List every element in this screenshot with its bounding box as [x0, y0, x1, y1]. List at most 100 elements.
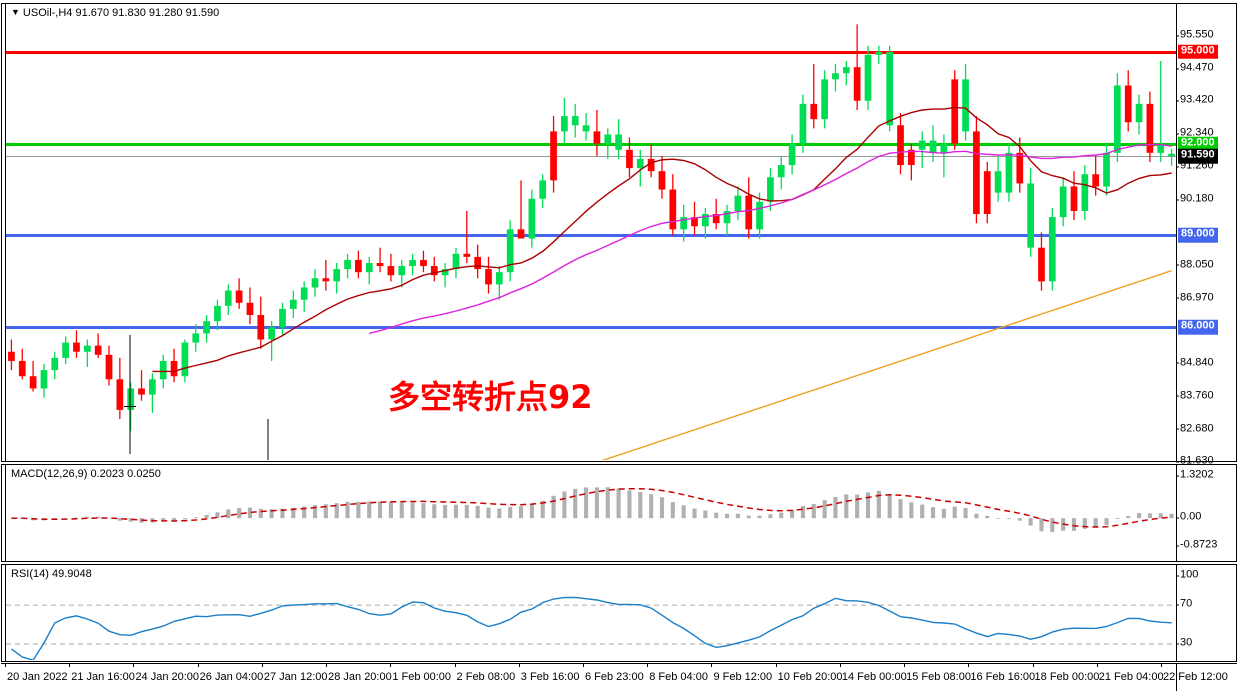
candle-body[interactable]: [355, 259, 362, 273]
candle-body[interactable]: [51, 357, 59, 371]
candle-body[interactable]: [767, 177, 774, 202]
candle-body[interactable]: [495, 272, 503, 285]
candle-body[interactable]: [235, 290, 243, 303]
candle-body[interactable]: [485, 269, 492, 285]
candle-body[interactable]: [409, 259, 416, 267]
candle-body[interactable]: [430, 266, 438, 276]
price-level-badge-86.000[interactable]: 86.000: [1178, 319, 1218, 335]
candle-body[interactable]: [376, 262, 384, 267]
candle-body[interactable]: [712, 214, 720, 224]
candle-body[interactable]: [962, 79, 969, 132]
candle-body[interactable]: [929, 140, 937, 153]
candle-body[interactable]: [441, 269, 449, 276]
level-line-support-86[interactable]: [6, 326, 1177, 330]
candle-body[interactable]: [224, 290, 232, 306]
candle-body[interactable]: [94, 345, 102, 355]
candle-body[interactable]: [18, 360, 26, 377]
level-line-current-price-91.590[interactable]: [6, 156, 1177, 158]
candle-body[interactable]: [138, 388, 145, 395]
candle-body[interactable]: [105, 354, 113, 380]
candle-body[interactable]: [593, 131, 601, 144]
candle-body[interactable]: [452, 253, 460, 270]
candle-body[interactable]: [983, 171, 991, 215]
candle-body[interactable]: [8, 351, 15, 361]
candle-body[interactable]: [170, 360, 178, 377]
candle-body[interactable]: [40, 370, 48, 389]
triangle-down-icon[interactable]: ▼: [11, 7, 20, 17]
candle-body[interactable]: [832, 73, 839, 80]
level-line-pivot-92[interactable]: [6, 142, 1177, 146]
candle-body[interactable]: [398, 266, 406, 276]
candle-body[interactable]: [83, 345, 91, 352]
candle-body[interactable]: [1146, 103, 1154, 153]
candle-body[interactable]: [1059, 186, 1067, 218]
candle-body[interactable]: [149, 379, 156, 395]
candle-body[interactable]: [842, 67, 850, 74]
candle-body[interactable]: [875, 51, 883, 55]
candle-body[interactable]: [528, 198, 536, 239]
candle-body[interactable]: [344, 259, 351, 270]
candle-body[interactable]: [333, 269, 341, 282]
candle-body[interactable]: [1157, 143, 1165, 153]
candle-body[interactable]: [940, 143, 948, 153]
candle-body[interactable]: [658, 171, 666, 190]
candle-body[interactable]: [1005, 152, 1013, 193]
candle-body[interactable]: [647, 158, 655, 172]
candle-body[interactable]: [322, 278, 330, 282]
candle-body[interactable]: [788, 143, 796, 166]
rsi-plot-area[interactable]: [6, 566, 1177, 660]
candle-body[interactable]: [571, 116, 579, 126]
time-axis[interactable]: 20 Jan 2022 21 Jan 16:00 24 Jan 20:00 26 Ja…: [1, 663, 1237, 691]
candle-body[interactable]: [994, 171, 1002, 193]
candle-body[interactable]: [615, 134, 622, 150]
candle-body[interactable]: [756, 201, 763, 230]
candle-body[interactable]: [626, 149, 633, 169]
macd-plot-area[interactable]: [6, 466, 1177, 560]
candle-body[interactable]: [279, 308, 286, 328]
candle-body[interactable]: [582, 125, 590, 132]
candle-body[interactable]: [246, 302, 254, 316]
candle-body[interactable]: [1048, 217, 1056, 282]
candle-body[interactable]: [1092, 174, 1100, 187]
macd-indicator-panel[interactable]: MACD(12,26,9) 0.2023 0.0250 1.3202 0.00 -0…: [1, 464, 1237, 562]
candle-body[interactable]: [1114, 85, 1121, 153]
candle-body[interactable]: [289, 299, 297, 309]
candle-body[interactable]: [723, 210, 731, 224]
candle-body[interactable]: [62, 342, 69, 358]
candle-body[interactable]: [550, 131, 557, 181]
rsi-axis-scale[interactable]: 100 70 30: [1175, 565, 1236, 661]
candle-body[interactable]: [745, 195, 753, 230]
candle-body[interactable]: [701, 214, 709, 227]
candle-body[interactable]: [1168, 153, 1175, 157]
price-level-badge-89.000[interactable]: 89.000: [1178, 228, 1218, 243]
candle-body[interactable]: [300, 287, 308, 300]
candle-body[interactable]: [886, 51, 894, 126]
candle-body[interactable]: [73, 342, 80, 352]
candle-body[interactable]: [1027, 183, 1034, 248]
candle-body[interactable]: [420, 259, 427, 267]
candle-body[interactable]: [257, 315, 265, 340]
rsi-indicator-panel[interactable]: RSI(14) 49.9048 100 70 30: [1, 564, 1237, 662]
candle-body[interactable]: [29, 376, 37, 389]
candle-body[interactable]: [1038, 247, 1045, 282]
candle-body[interactable]: [311, 278, 319, 288]
candle-body[interactable]: [691, 217, 698, 227]
candle-body[interactable]: [669, 189, 677, 230]
candle-body[interactable]: [539, 180, 547, 199]
candle-body[interactable]: [951, 79, 959, 144]
candle-body[interactable]: [777, 165, 785, 178]
candle-body[interactable]: [1135, 103, 1143, 123]
candle-body[interactable]: [973, 131, 980, 215]
level-line-resistance-95[interactable]: [6, 50, 1177, 54]
price-chart-panel[interactable]: ▼ USOil-,H4 91.670 91.830 91.280 91.590 9…: [1, 3, 1237, 466]
price-axis-scale[interactable]: 95.550 94.470 93.420 92.340 91.260 90.180 88.0…: [1176, 4, 1236, 466]
price-level-badge-91.590[interactable]: 91.590: [1178, 148, 1218, 164]
candle-body[interactable]: [918, 140, 926, 150]
candle-body[interactable]: [604, 134, 612, 144]
price-level-badge-95.000[interactable]: 95.000: [1178, 44, 1218, 60]
candle-body[interactable]: [821, 79, 828, 120]
candle-body[interactable]: [474, 256, 482, 270]
candle-body[interactable]: [517, 229, 525, 239]
candle-body[interactable]: [181, 342, 189, 377]
candle-body[interactable]: [799, 103, 807, 144]
